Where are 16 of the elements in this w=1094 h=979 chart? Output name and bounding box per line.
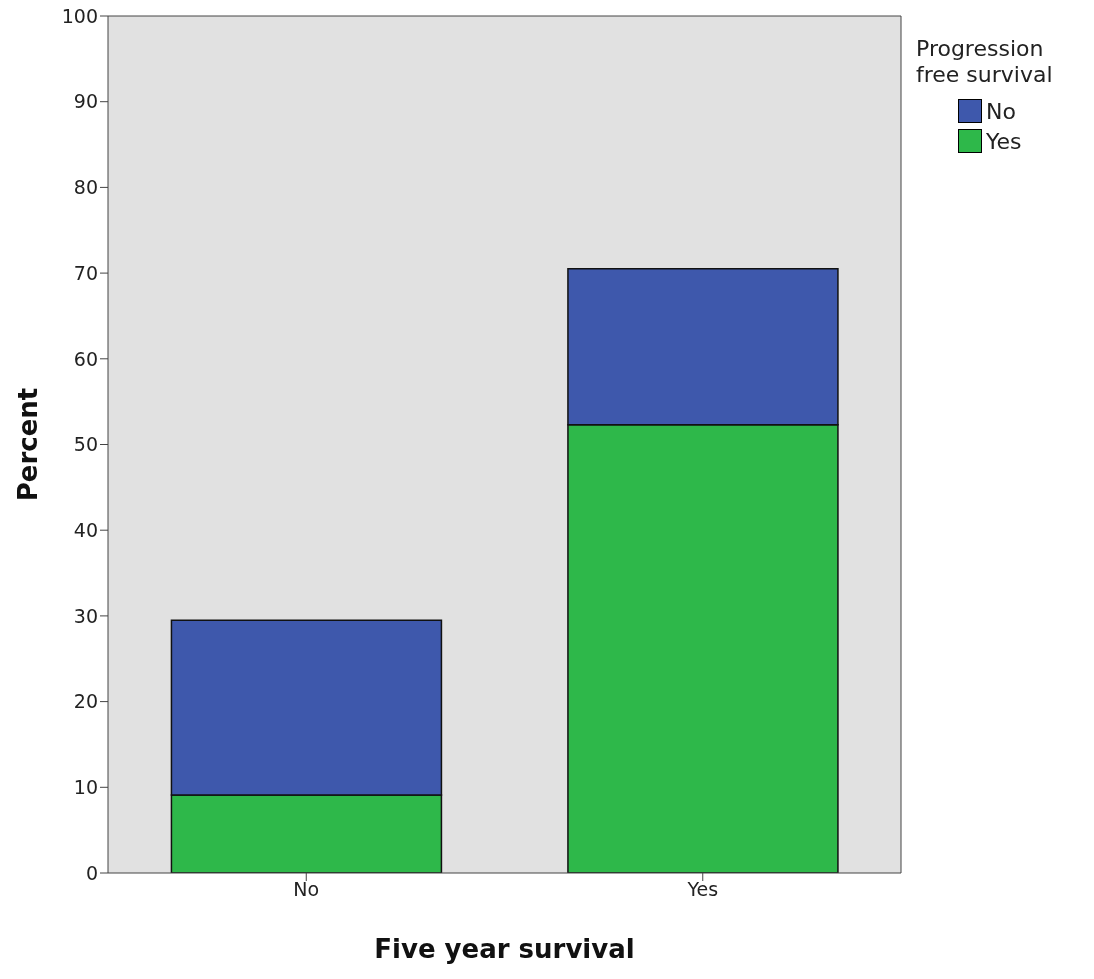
legend-label: Yes — [986, 128, 1022, 154]
y-tick-label: 100 — [61, 4, 98, 27]
y-tick-label: 50 — [73, 433, 98, 456]
y-tick-label: 60 — [73, 347, 98, 370]
legend-label: No — [986, 98, 1016, 124]
y-tick-label: 10 — [73, 776, 98, 799]
y-axis-title: Percent — [13, 387, 44, 502]
y-tick-label: 0 — [85, 861, 98, 884]
y-tick-label: 30 — [73, 604, 98, 627]
y-tick-label: 70 — [73, 261, 98, 284]
y-tick-label: 80 — [73, 176, 98, 199]
x-axis-title: Five year survival — [374, 934, 635, 964]
y-tick-label: 90 — [73, 90, 98, 113]
y-tick-label: 40 — [73, 518, 98, 541]
y-tick-label: 20 — [73, 690, 98, 713]
legend-title: Progression free survival — [916, 36, 1054, 88]
